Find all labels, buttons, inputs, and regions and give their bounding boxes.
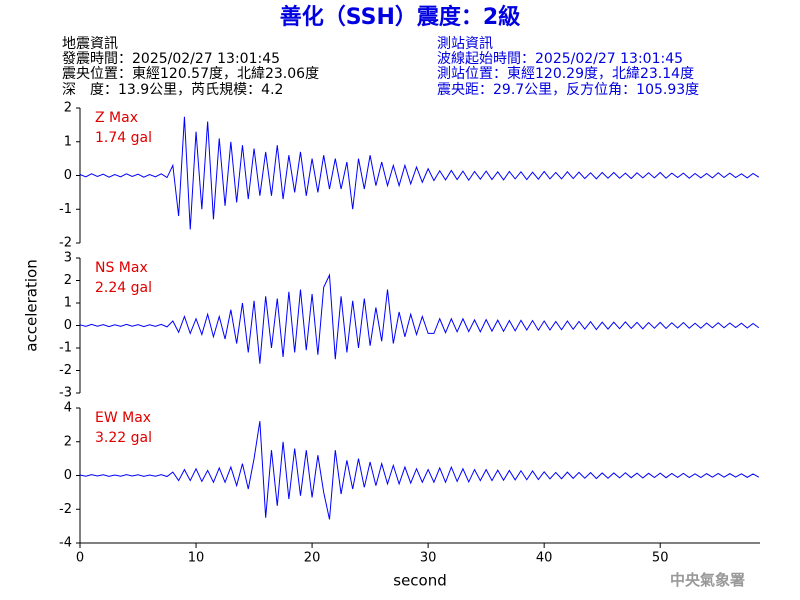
info-line: 震央位置：東經120.57度，北緯23.06度 — [62, 66, 319, 82]
info-line: 地震資訊 — [62, 36, 118, 52]
y-tick-label: 4 — [64, 401, 72, 416]
info-line: 震央距：29.7公里，反方位角：105.93度 — [437, 82, 699, 98]
x-tick-label: 40 — [536, 551, 553, 566]
annotation: NS Max — [95, 260, 148, 276]
footer: 中央氣象署 — [670, 571, 745, 589]
y-tick-label: 1 — [64, 296, 72, 311]
chart-title: 善化（SSH）震度：2級 — [280, 4, 520, 30]
x-tick-label: 20 — [304, 551, 321, 566]
x-tick-label: 10 — [188, 551, 205, 566]
annotation: EW Max — [95, 410, 151, 426]
waveform — [79, 116, 760, 230]
x-tick-label: 50 — [652, 551, 669, 566]
x-axis-label: second — [393, 572, 447, 590]
waveform — [79, 421, 760, 520]
info-line: 測站資訊 — [437, 36, 493, 52]
info-line: 波線起始時間：2025/02/27 13:01:45 — [437, 51, 683, 67]
y-tick-label: -2 — [59, 502, 72, 517]
y-tick-label: 0 — [64, 468, 72, 483]
station-info: 測站資訊 波線起始時間：2025/02/27 13:01:45 測站位置：東經1… — [437, 36, 699, 98]
y-tick-label: 2 — [64, 101, 72, 116]
annotation: 3.22 gal — [95, 430, 152, 446]
annotation: Z Max — [95, 110, 138, 126]
event-info: 地震資訊 發震時間：2025/02/27 13:01:45 震央位置：東經120… — [62, 36, 319, 98]
info-line: 測站位置：東經120.29度，北緯23.14度 — [437, 66, 694, 82]
y-tick-label: -4 — [59, 536, 72, 551]
y-tick-label: -3 — [59, 386, 72, 401]
y-axis-label: acceleration — [23, 259, 41, 351]
x-tick-label: 0 — [76, 551, 84, 566]
info-line: 深 度：13.9公里，芮氏規模：4.2 — [62, 81, 283, 98]
y-tick-label: 3 — [64, 251, 72, 266]
y-tick-label: 0 — [64, 318, 72, 333]
y-tick-label: 1 — [64, 134, 72, 149]
annotation: 2.24 gal — [95, 280, 152, 296]
y-tick-label: -1 — [59, 341, 72, 356]
y-tick-label: -2 — [59, 363, 72, 378]
y-tick-label: 2 — [64, 273, 72, 288]
info-line: 發震時間：2025/02/27 13:01:45 — [62, 51, 280, 67]
y-tick-label: -1 — [59, 202, 72, 217]
annotation: 1.74 gal — [95, 130, 152, 146]
x-tick-label: 30 — [420, 551, 437, 566]
waveform — [79, 273, 760, 364]
y-tick-label: 0 — [64, 168, 72, 183]
y-tick-label: -2 — [59, 236, 72, 251]
y-tick-label: 2 — [64, 434, 72, 449]
